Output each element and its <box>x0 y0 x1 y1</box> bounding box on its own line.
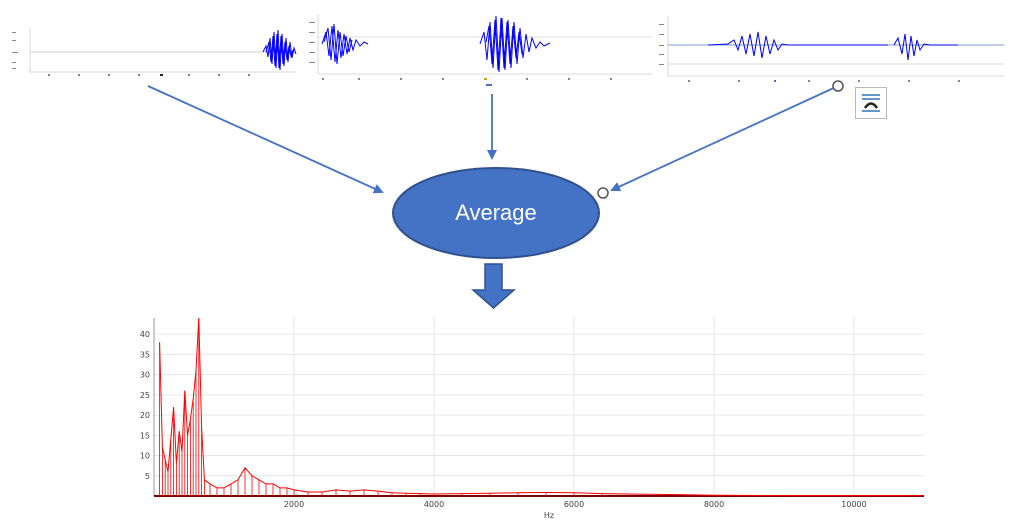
y-tick-label: 35 <box>140 350 150 359</box>
arrow-right-to-average <box>610 85 839 192</box>
average-node <box>392 167 600 259</box>
waveform-2 <box>309 14 652 86</box>
arrow-left-to-average <box>147 85 384 194</box>
waveform-1-ticks <box>12 32 250 76</box>
y-tick-label: 20 <box>140 411 150 420</box>
y-tick-label: 5 <box>145 472 150 481</box>
x-tick-label: 10000 <box>841 500 866 509</box>
waveform-panel-1 <box>8 24 298 84</box>
y-tick-label: 40 <box>140 330 150 339</box>
resize-handle-icon <box>832 80 844 92</box>
layout-options-button[interactable] <box>855 87 887 119</box>
layout-options-icon <box>862 94 880 112</box>
y-tick-label: 10 <box>140 452 150 461</box>
resize-handle-icon <box>597 187 609 199</box>
y-tick-label: 30 <box>140 371 150 380</box>
y-tick-label: 15 <box>140 431 150 440</box>
waveform-1-burst <box>262 29 297 71</box>
x-axis-label: Hz <box>544 511 554 520</box>
waveform-panel-2 <box>308 12 652 90</box>
waveform-1 <box>12 28 297 76</box>
waveform-panel-3 <box>658 14 1004 88</box>
waveform-3 <box>659 16 1004 82</box>
x-tick-label: 4000 <box>424 500 444 509</box>
x-tick-label: 2000 <box>284 500 304 509</box>
block-arrow-down <box>471 263 516 309</box>
spectrum-series-line <box>159 317 924 497</box>
x-tick-label: 8000 <box>704 500 724 509</box>
y-tick-label: 25 <box>140 391 150 400</box>
x-tick-label: 6000 <box>564 500 584 509</box>
spectrum-chart: 5 10 15 20 25 30 35 40 2000 4000 6000 8000 10000 Hz <box>140 317 925 520</box>
